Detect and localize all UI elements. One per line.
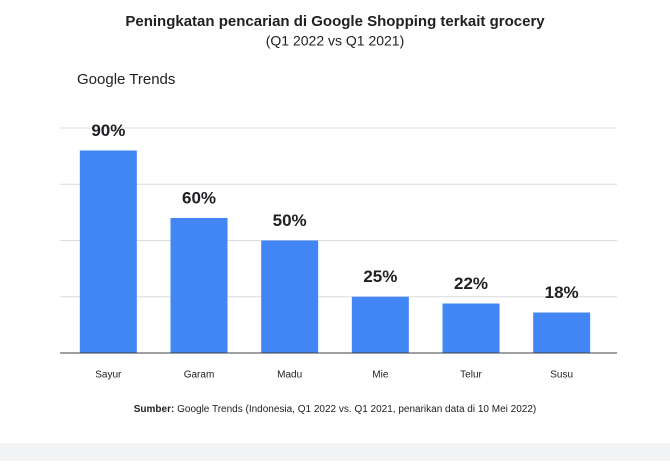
footer-strip (0, 443, 670, 461)
bar (170, 218, 228, 353)
bar (442, 303, 500, 353)
source-text: Google Trends (Indonesia, Q1 2022 vs. Q1… (177, 404, 536, 415)
x-tick-label: Sayur (95, 370, 122, 381)
bar (351, 296, 409, 353)
x-tick-label: Garam (184, 370, 215, 381)
x-tick-label: Madu (277, 370, 302, 381)
source-label: Sumber: (134, 404, 175, 415)
bar (79, 150, 137, 353)
source-note: Sumber: Google Trends (Indonesia, Q1 202… (134, 404, 536, 415)
value-label: 22% (454, 274, 488, 293)
value-label: 90% (91, 121, 125, 140)
bar (261, 240, 319, 353)
value-label: 25% (363, 267, 397, 286)
chart-subtitle: (Q1 2022 vs Q1 2021) (266, 33, 405, 49)
x-tick-label: Susu (550, 370, 573, 381)
x-tick-label: Telur (460, 370, 482, 381)
value-label: 18% (545, 283, 579, 302)
chart-title: Peningkatan pencarian di Google Shopping… (125, 13, 545, 30)
brand-label: Google Trends (77, 71, 175, 88)
value-label: 60% (182, 188, 216, 207)
x-tick-label: Mie (372, 370, 389, 381)
bar (533, 312, 591, 353)
value-label: 50% (273, 211, 307, 230)
